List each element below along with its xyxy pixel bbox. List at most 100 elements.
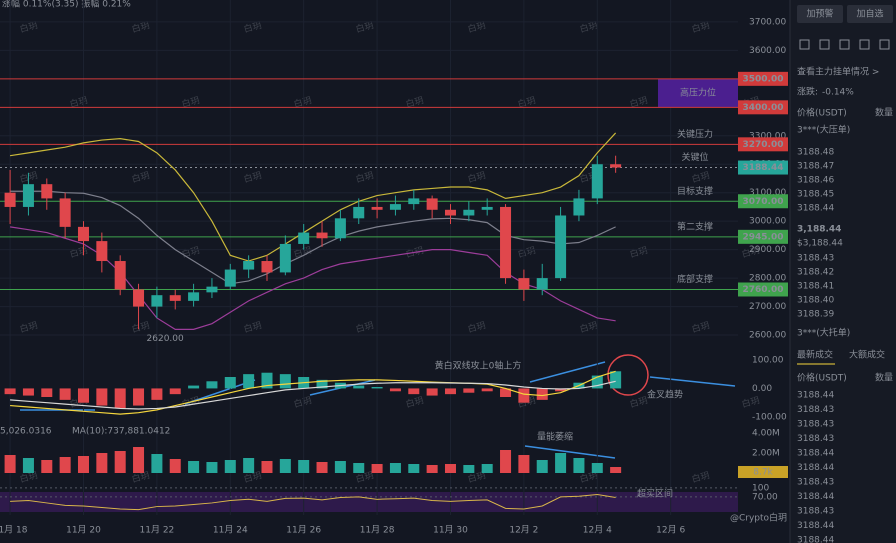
icon[interactable]	[879, 39, 890, 50]
x-tick-label: 11月 24	[213, 525, 248, 536]
candle-body	[169, 295, 181, 301]
candle-body	[96, 241, 108, 262]
volume-bar	[334, 461, 346, 473]
macd-bar	[133, 388, 145, 406]
macd-bar	[224, 377, 236, 389]
head-price: 价格(USDT)	[797, 107, 847, 119]
y-tick-label: 0.00	[752, 384, 772, 394]
volume-bar	[555, 453, 567, 473]
ask-price: 3188.45	[797, 190, 834, 200]
macd-note: 黄白双线攻上0轴上方	[435, 360, 522, 372]
candle-body	[353, 206, 365, 219]
button-label[interactable]: 加自选	[856, 8, 883, 20]
icon[interactable]	[859, 39, 870, 50]
change: -0.14%	[822, 88, 854, 98]
macd-bar	[500, 388, 512, 397]
macd-bar	[353, 385, 365, 389]
x-tick-label: 12月 6	[656, 525, 685, 536]
x-tick-label: 11月 30	[433, 525, 468, 536]
x-tick-label: 12月 4	[583, 525, 612, 536]
button[interactable]	[847, 5, 893, 23]
trade-price: 3188.43	[797, 507, 834, 517]
macd-bar	[408, 388, 420, 395]
volume-tag	[738, 466, 788, 478]
macd-bar	[114, 388, 126, 409]
trade-price: 3188.44	[797, 463, 834, 473]
trade-price: 3188.43	[797, 434, 834, 444]
macd-bar	[41, 388, 53, 397]
candle-body	[298, 232, 310, 244]
macd-bar	[261, 372, 273, 389]
level-tag-text: 3070.00	[743, 197, 784, 207]
candle-body	[426, 198, 438, 210]
x-tick-label: 12月 2	[509, 525, 538, 536]
macd-bar	[77, 388, 89, 403]
button[interactable]	[797, 5, 843, 23]
macd-bar	[610, 371, 622, 389]
trade-price: 3188.44	[797, 521, 834, 531]
level-tag-text: 3500.00	[743, 74, 784, 84]
candle-body	[444, 209, 456, 216]
candle-body	[188, 292, 200, 301]
volume-bar	[188, 461, 200, 473]
volume-bar	[133, 447, 145, 473]
volume-bar	[4, 455, 16, 473]
macd-bar	[463, 388, 475, 393]
trade-price: 3188.44	[797, 449, 834, 459]
level-tag	[738, 100, 788, 115]
volume-bar	[114, 451, 126, 473]
y-tick-label: 2800.00	[749, 274, 786, 284]
candle-body	[59, 198, 71, 227]
y-tick-label: 4.00M	[752, 429, 780, 439]
candle-body	[224, 269, 236, 287]
volume-bar	[591, 463, 603, 473]
volume-bar	[536, 460, 548, 473]
candle-body	[41, 184, 53, 199]
volume-bar	[243, 458, 255, 473]
head-price: 价格(USDT)	[797, 372, 847, 384]
volume-bar	[206, 462, 218, 473]
candle-body	[463, 209, 475, 216]
arrow	[649, 376, 736, 387]
y-tick-label: 2900.00	[749, 245, 786, 255]
level-tag	[738, 71, 788, 86]
y-tick-label: 100.00	[752, 355, 784, 365]
volume-bar	[261, 461, 273, 473]
volume-bar	[316, 462, 328, 473]
y-tick-label: 3000.00	[749, 217, 786, 227]
macd-bar	[481, 388, 493, 392]
candle-body	[114, 261, 126, 290]
link[interactable]: 查看主力挂单情况 >	[797, 66, 879, 78]
arrow	[524, 445, 616, 459]
volume-bar	[169, 459, 181, 473]
level-tag	[738, 282, 788, 297]
macd-line	[10, 380, 616, 410]
band-line	[10, 226, 616, 330]
icon[interactable]	[839, 39, 850, 50]
signature: @Crypto白玥	[730, 512, 787, 524]
ask-big: 3***(大压单)	[797, 124, 850, 136]
volume-bar	[224, 460, 236, 473]
bid-price: 3188.43	[797, 254, 834, 264]
volume-bar	[353, 463, 365, 473]
button-label[interactable]: 加预警	[806, 8, 833, 20]
bid-price: 3188.39	[797, 310, 834, 320]
rsi-line	[10, 493, 616, 511]
macd-bar	[316, 379, 328, 389]
tab[interactable]: 大额成交	[849, 349, 885, 361]
level-tag-text: 3188.44	[743, 163, 784, 173]
volume-bar	[463, 465, 475, 473]
icon[interactable]	[819, 39, 830, 50]
tab[interactable]: 最新成交	[797, 349, 833, 361]
candle-body	[4, 192, 16, 207]
side-panel	[790, 0, 896, 543]
zone-label: 高压力位	[680, 87, 716, 99]
candle-body	[591, 164, 603, 199]
low-label: 2620.00	[147, 334, 184, 344]
trade-price: 3188.44	[797, 536, 834, 543]
icon[interactable]	[799, 39, 810, 50]
volume-ma: MA(10):737,881.0412	[72, 427, 170, 437]
macd-bar	[206, 381, 218, 389]
ask-price: 3188.47	[797, 162, 834, 172]
